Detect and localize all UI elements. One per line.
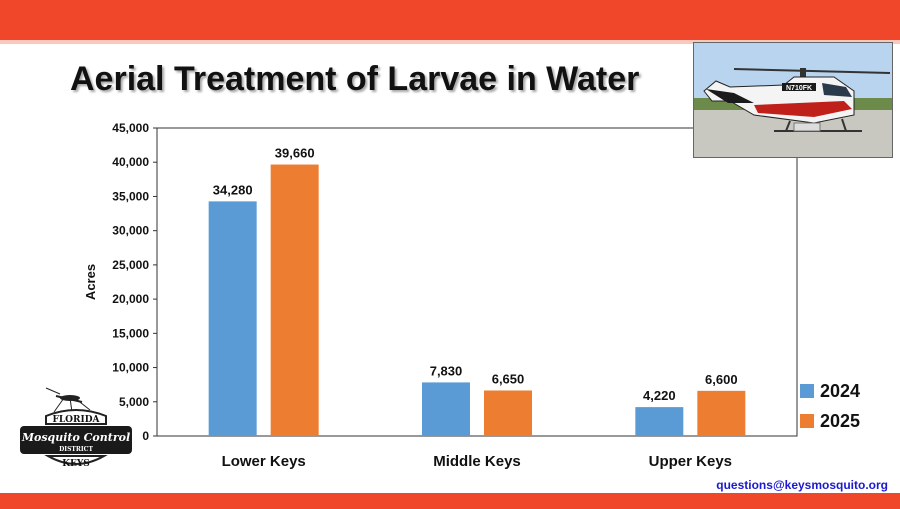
y-tick-label: 10,000	[112, 361, 149, 375]
x-category-label: Lower Keys	[222, 453, 306, 470]
district-logo: FLORIDA Mosquito Control DISTRICT KEYS	[16, 386, 136, 491]
y-tick-label: 40,000	[112, 155, 149, 169]
legend-swatch-2025	[800, 414, 814, 428]
bar-2024-middle-keys	[422, 382, 470, 436]
data-label: 34,280	[213, 182, 253, 197]
slide-title: Aerial Treatment of Larvae in Water	[70, 60, 640, 98]
x-category-label: Upper Keys	[649, 453, 732, 470]
mosquito-logo-icon: FLORIDA Mosquito Control DISTRICT KEYS	[20, 387, 132, 469]
legend-item-2024: 2024	[800, 376, 860, 406]
y-tick-label: 0	[142, 429, 149, 443]
data-label: 4,220	[643, 388, 676, 403]
y-tick-label: 20,000	[112, 292, 149, 306]
bar-2025-upper-keys	[697, 390, 746, 436]
contact-email[interactable]: questions@keysmosquito.org	[716, 478, 888, 492]
bottom-accent-bar	[0, 493, 900, 509]
data-label: 7,830	[430, 363, 463, 378]
y-tick-label: 30,000	[112, 224, 149, 238]
top-accent-stripe	[0, 40, 900, 44]
logo-florida: FLORIDA	[52, 415, 100, 425]
chart-legend: 2024 2025	[800, 376, 860, 436]
data-label: 6,600	[705, 372, 738, 387]
logo-district: DISTRICT	[59, 446, 93, 453]
mosquito-icon	[45, 387, 91, 413]
legend-item-2025: 2025	[800, 406, 860, 436]
bar-2024-lower-keys	[208, 201, 257, 436]
y-axis-label: Acres	[83, 264, 98, 300]
top-accent-bar	[0, 0, 900, 40]
legend-label-2024: 2024	[820, 380, 861, 401]
helicopter-icon: N710FK	[694, 43, 892, 157]
logo-mosquito-control: Mosquito Control	[21, 431, 130, 444]
y-tick-label: 5,000	[119, 395, 149, 409]
logo-keys: KEYS	[62, 459, 90, 469]
data-label: 6,650	[492, 371, 525, 386]
legend-swatch-2024	[800, 384, 814, 398]
x-category-label: Middle Keys	[433, 453, 521, 470]
helicopter-photo: N710FK	[693, 42, 893, 158]
data-label: 39,660	[275, 146, 315, 161]
y-tick-label: 15,000	[112, 326, 149, 340]
legend-label-2025: 2025	[820, 410, 861, 431]
tail-number: N710FK	[786, 85, 812, 92]
y-tick-label: 45,000	[112, 121, 149, 135]
y-tick-label: 35,000	[112, 189, 149, 203]
bar-2025-lower-keys	[270, 164, 319, 437]
y-tick-label: 25,000	[112, 258, 149, 272]
bar-2025-middle-keys	[484, 390, 532, 436]
bar-2024-upper-keys	[635, 407, 684, 436]
plot-area	[156, 127, 798, 437]
